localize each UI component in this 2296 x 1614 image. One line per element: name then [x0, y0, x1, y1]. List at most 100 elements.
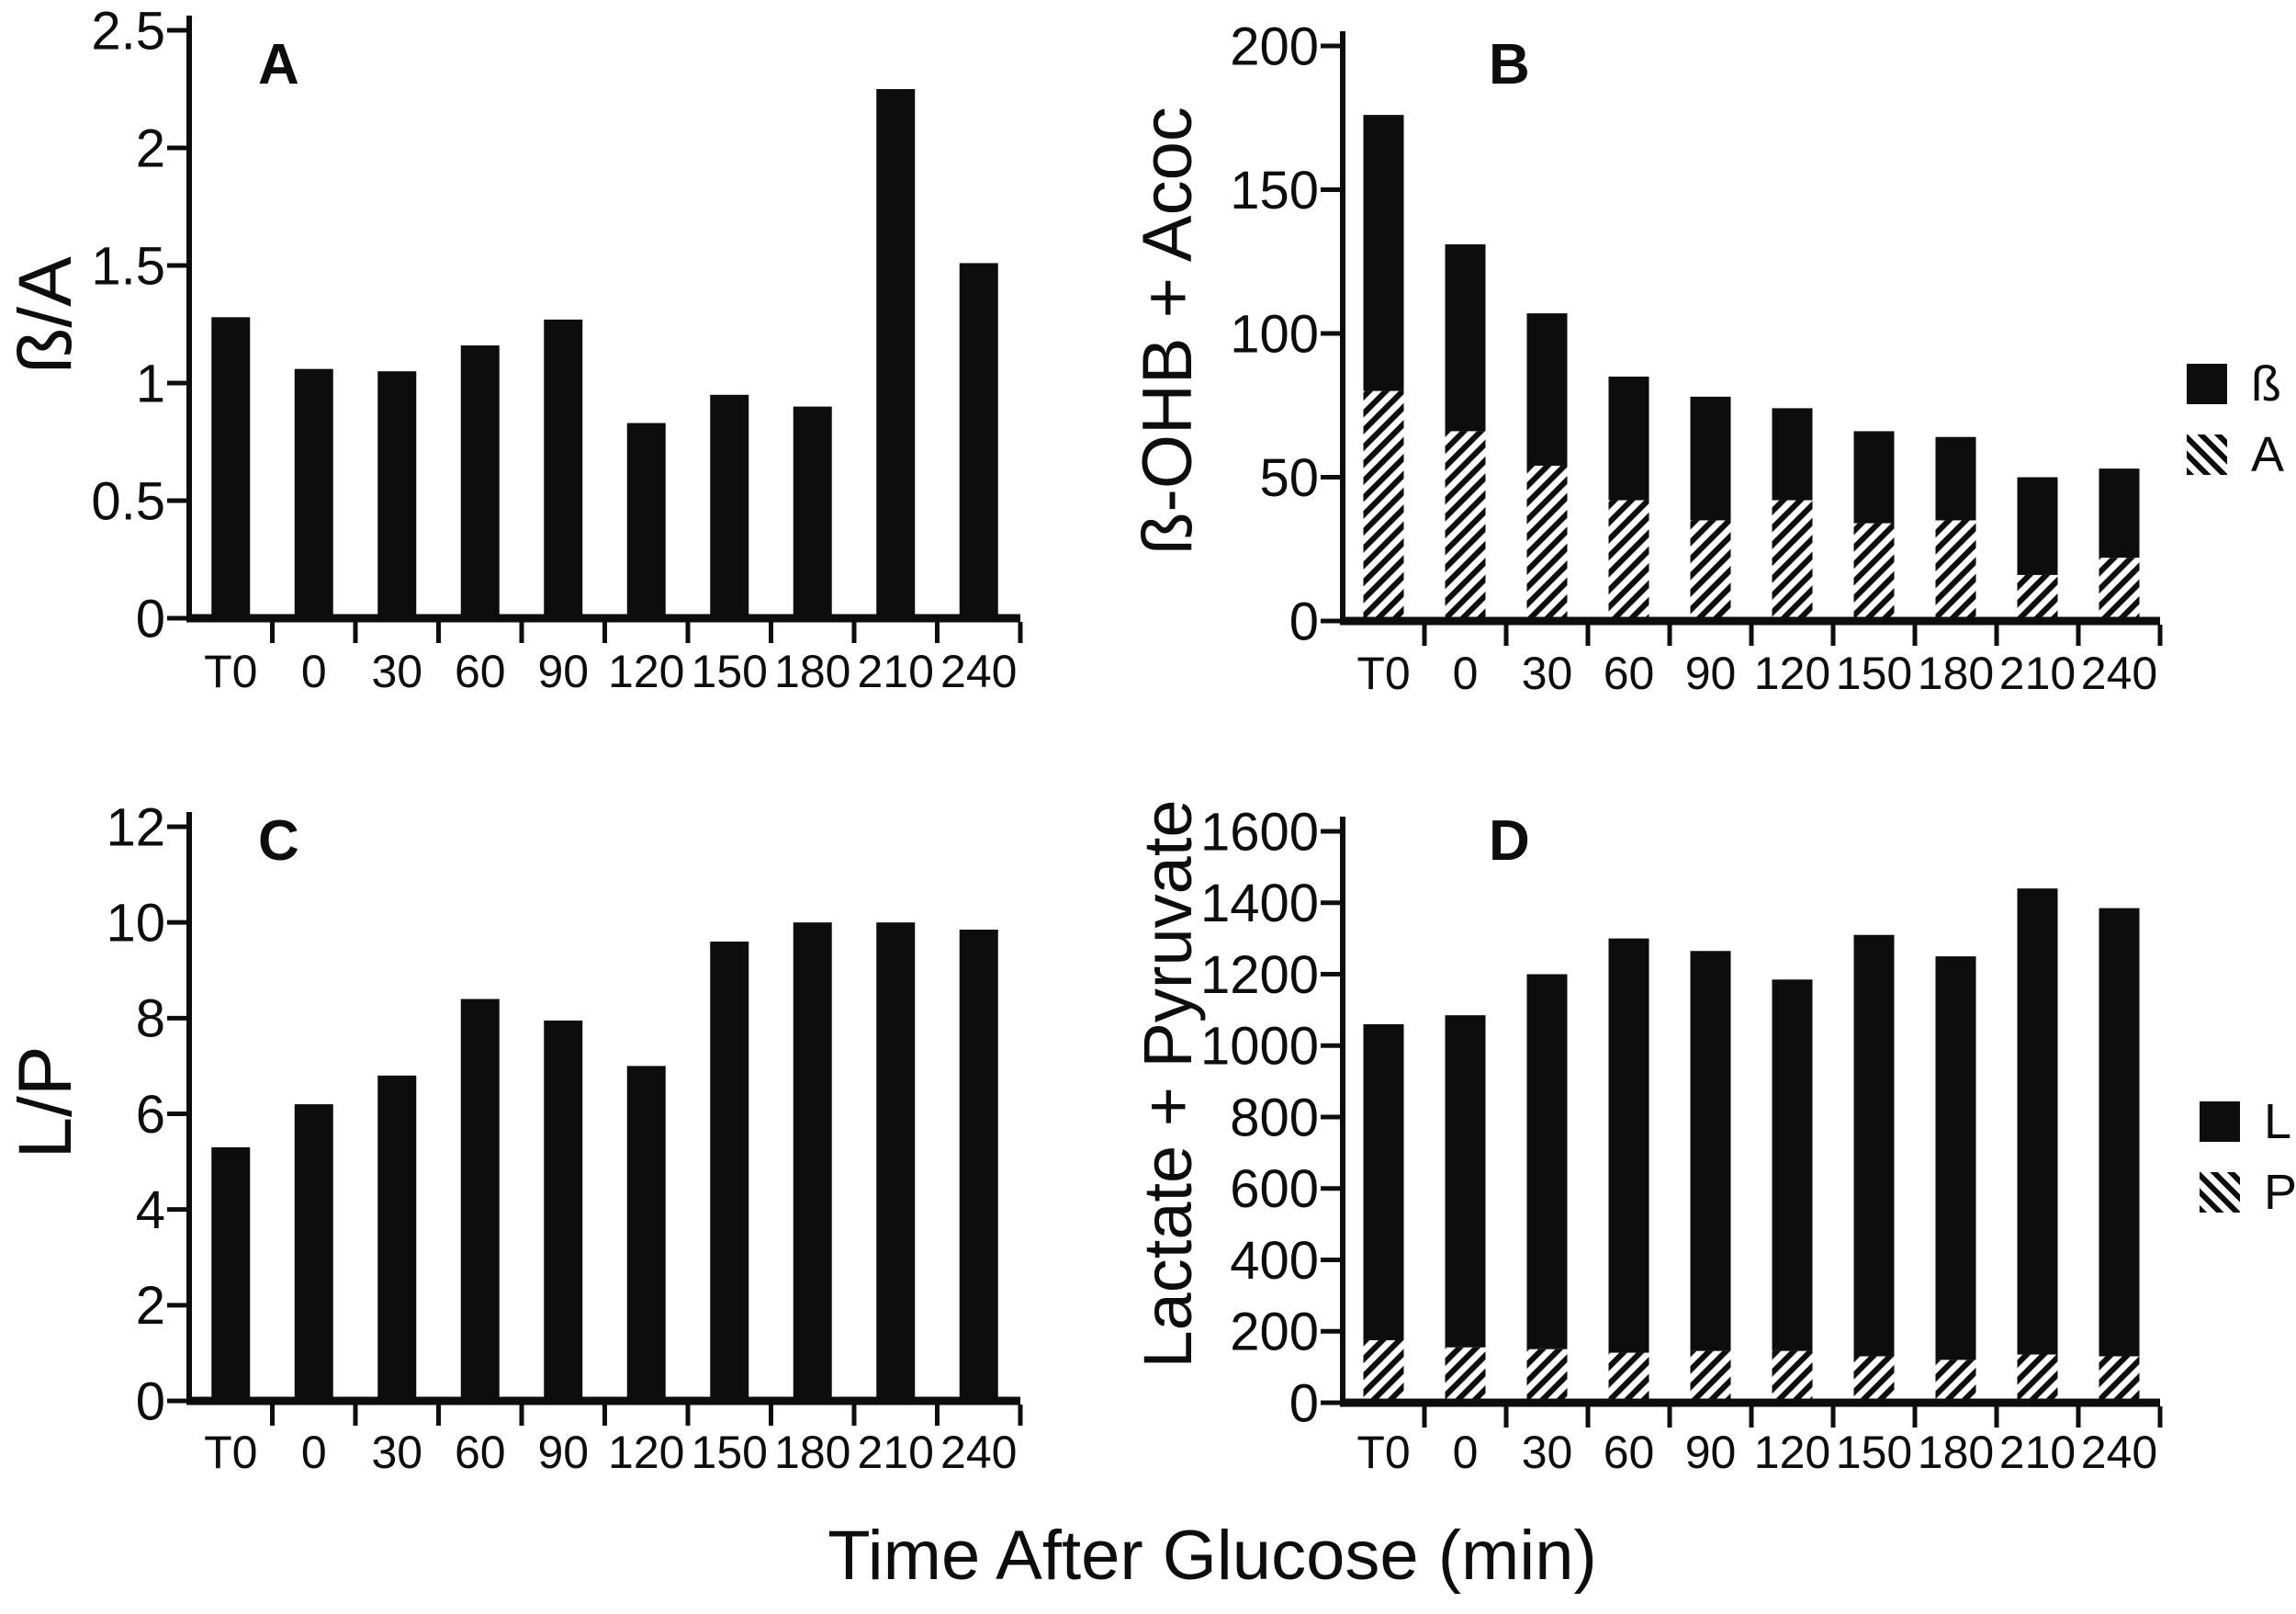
bar-C-60-L/P — [460, 999, 500, 1401]
x-category-label-C-210: 210 — [858, 1427, 934, 1478]
y-tick-label-C: 10 — [106, 893, 165, 953]
y-tick-label-C: 0 — [136, 1371, 165, 1431]
bar-B-120-ß — [1772, 408, 1813, 501]
legend-row-beta: ß — [2187, 359, 2284, 409]
x-category-label-B-60: 60 — [1604, 648, 1655, 699]
bar-D-120-L — [1772, 979, 1813, 1351]
bar-C-240-L/P — [959, 929, 998, 1401]
bar-A-240-ß/A — [959, 263, 998, 618]
x-category-label-A-30: 30 — [371, 646, 422, 697]
bar-D-210-L — [2017, 888, 2058, 1355]
chart-panel-d: 0 200 400 600 800 1000 1200 1400 1600 T0 0 30 60 90 12… — [1200, 802, 2163, 1478]
legend-swatch-solid-icon — [2200, 1101, 2240, 1142]
panel-letter-d: D — [1489, 809, 1530, 873]
y-tick-label-B: 50 — [1259, 448, 1319, 508]
panel-letter-c: C — [258, 809, 299, 873]
x-category-label-A-240: 240 — [940, 646, 1017, 697]
legend-panel-b: ß A — [2187, 359, 2284, 480]
legend-label-a: A — [2251, 427, 2285, 482]
y-tick-label-A: 2.5 — [91, 1, 165, 61]
x-category-label-B-240: 240 — [2081, 648, 2157, 699]
x-category-label-D-0: 0 — [1453, 1427, 1479, 1478]
x-category-label-C-60: 60 — [455, 1427, 506, 1478]
x-category-label-C-30: 30 — [371, 1427, 422, 1478]
x-category-label-B-120: 120 — [1754, 648, 1830, 699]
x-category-label-B-180: 180 — [1918, 648, 1994, 699]
bar-B-180-ß — [1935, 436, 1976, 521]
x-category-label-D-240: 240 — [2081, 1427, 2157, 1478]
x-category-label-D-180: 180 — [1918, 1427, 1994, 1478]
x-category-label-C-240: 240 — [940, 1427, 1017, 1478]
chart-panel-c: 0 2 4 6 8 10 12 T0 0 30 60 90 120 150 180 210 240 — [106, 797, 1023, 1478]
bar-B-150-A — [1853, 523, 1895, 621]
bar-C-150-L/P — [710, 942, 749, 1401]
x-category-label-D-60: 60 — [1604, 1427, 1655, 1478]
panel-letter-b: B — [1489, 33, 1530, 96]
legend-swatch-solid-icon — [2187, 364, 2227, 404]
bar-B-120-A — [1772, 500, 1813, 621]
bar-C-120-L/P — [626, 1066, 666, 1401]
bar-B-0-ß — [1445, 243, 1486, 432]
x-category-label-C-120: 120 — [608, 1427, 684, 1478]
x-category-label-B-150: 150 — [1836, 648, 1912, 699]
bar-B-T0-A — [1363, 390, 1404, 621]
x-category-label-C-180: 180 — [774, 1427, 850, 1478]
legend-label-beta: ß — [2251, 356, 2281, 412]
bar-B-90-ß — [1690, 396, 1731, 521]
bar-D-150-L — [1853, 934, 1895, 1357]
bar-A-0-ß/A — [294, 368, 333, 618]
legend-row-l: L — [2200, 1097, 2296, 1146]
chart-panel-a: 0 0.5 1 1.5 2 2.5 T0 0 30 60 90 120 150 180 210 240 — [91, 1, 1023, 697]
x-category-label-A-180: 180 — [774, 646, 850, 697]
y-tick-label-B: 200 — [1230, 17, 1319, 76]
bar-D-120-P — [1772, 1350, 1813, 1403]
y-tick-label-B: 0 — [1289, 592, 1319, 651]
bar-B-180-A — [1935, 520, 1976, 621]
x-category-label-B-30: 30 — [1522, 648, 1573, 699]
bar-C-0-L/P — [294, 1104, 333, 1401]
bar-A-180-ß/A — [793, 406, 832, 618]
bar-D-240-L — [2099, 908, 2140, 1357]
bar-D-30-L — [1526, 974, 1568, 1349]
y-tick-label-D: 400 — [1230, 1231, 1319, 1291]
y-tick-label-A: 2 — [136, 119, 165, 178]
bar-D-90-L — [1690, 951, 1731, 1351]
y-tick-label-D: 1000 — [1200, 1017, 1319, 1077]
bar-C-180-L/P — [793, 922, 832, 1401]
y-tick-label-A: 0.5 — [91, 471, 165, 531]
bar-B-210-A — [2017, 574, 2058, 621]
y-tick-label-D: 200 — [1230, 1303, 1319, 1362]
x-axis-title: Time After Glucose (min) — [827, 1517, 1597, 1595]
y-tick-label-D: 1200 — [1200, 945, 1319, 1005]
bar-A-30-ß/A — [377, 371, 417, 618]
y-tick-label-A: 0 — [136, 589, 165, 649]
x-category-label-D-120: 120 — [1754, 1427, 1830, 1478]
legend-label-p: P — [2264, 1165, 2296, 1220]
x-category-label-C-T0: T0 — [204, 1427, 257, 1478]
bar-B-T0-ß — [1363, 115, 1404, 391]
bar-B-30-A — [1526, 465, 1568, 621]
y-tick-label-C: 2 — [136, 1276, 165, 1336]
x-category-label-D-90: 90 — [1685, 1427, 1737, 1478]
legend-panel-d: L P — [2200, 1097, 2296, 1217]
bar-A-150-ß/A — [710, 394, 749, 618]
x-category-label-A-210: 210 — [858, 646, 934, 697]
y-tick-label-B: 100 — [1230, 304, 1319, 364]
x-category-label-B-T0: T0 — [1356, 648, 1410, 699]
y-tick-label-C: 12 — [106, 797, 165, 857]
x-category-label-A-150: 150 — [692, 646, 768, 697]
y-tick-label-D: 600 — [1230, 1159, 1319, 1219]
bar-D-210-P — [2017, 1354, 2058, 1403]
y-tick-label-A: 1.5 — [91, 236, 165, 296]
bar-A-120-ß/A — [626, 423, 666, 618]
bar-D-0-P — [1445, 1347, 1486, 1403]
x-category-label-A-60: 60 — [455, 646, 506, 697]
bar-B-210-ß — [2017, 477, 2058, 575]
bar-B-90-A — [1690, 520, 1731, 621]
y-tick-label-C: 4 — [136, 1180, 165, 1240]
bar-D-90-P — [1690, 1350, 1731, 1403]
legend-label-l: L — [2264, 1094, 2292, 1149]
bar-C-210-L/P — [876, 922, 916, 1401]
